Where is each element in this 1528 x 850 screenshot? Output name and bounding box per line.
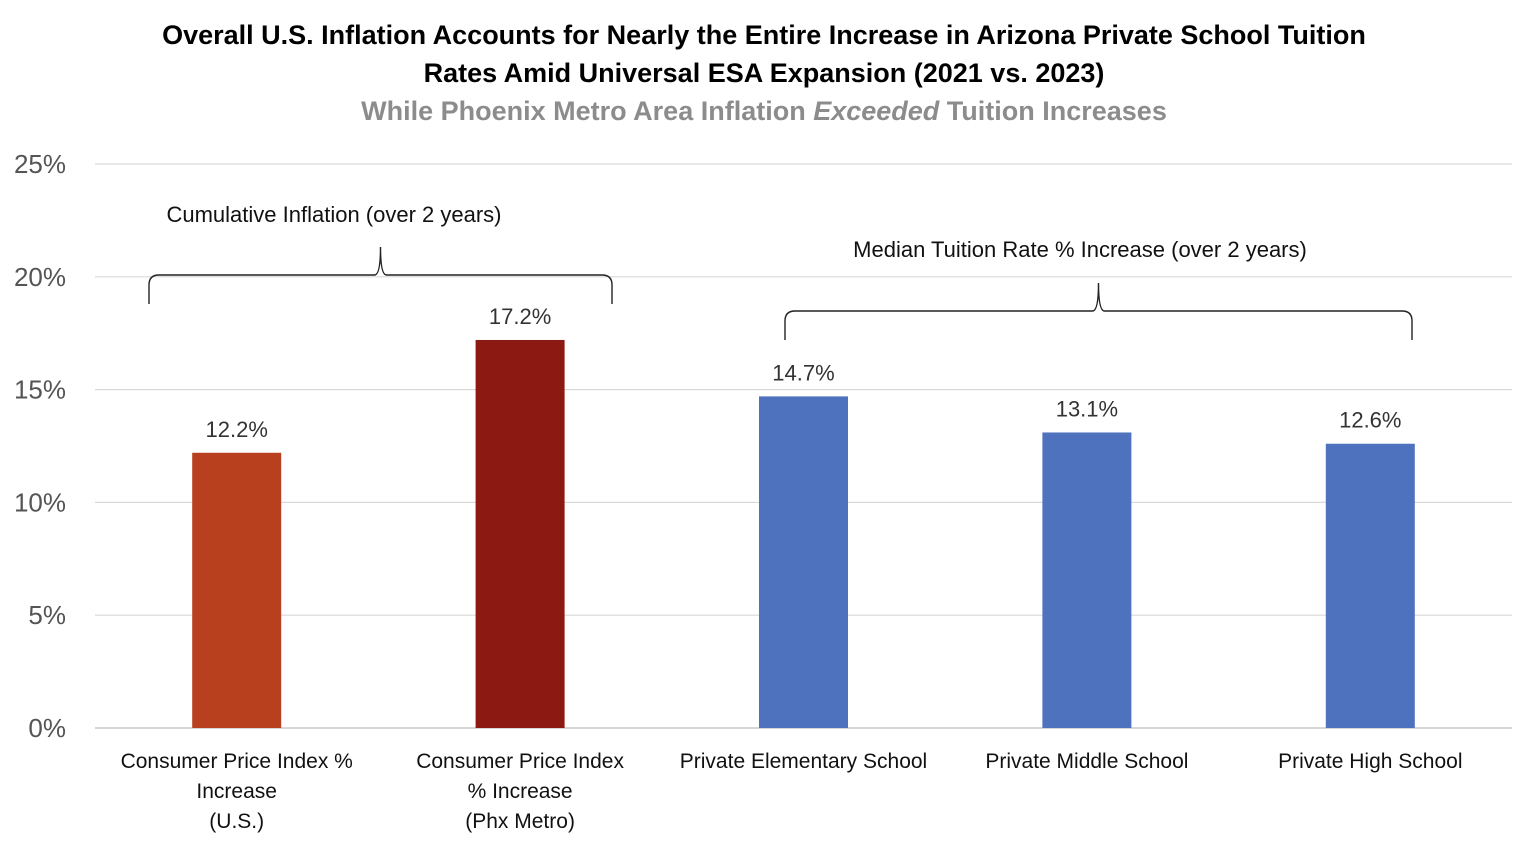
bar: [1325, 443, 1415, 728]
group-label: Median Tuition Rate % Increase (over 2 y…: [853, 237, 1307, 262]
bar: [759, 396, 848, 728]
y-tick-label: 15%: [14, 375, 66, 405]
x-tick-label: Private Elementary School: [680, 750, 927, 773]
data-label: 12.6%: [1339, 408, 1401, 433]
x-tick-label: Increase: [196, 780, 277, 803]
data-label: 12.2%: [206, 417, 268, 442]
group-brace: [784, 282, 1413, 340]
x-tick-label: Consumer Price Index %: [121, 750, 353, 773]
group-label: Cumulative Inflation (over 2 years): [166, 202, 501, 227]
data-label: 14.7%: [772, 360, 834, 385]
subtitle-before: While Phoenix Metro Area Inflation: [361, 96, 814, 126]
data-label: 13.1%: [1056, 396, 1118, 421]
x-tick-label: Private High School: [1278, 750, 1462, 773]
y-tick-label: 20%: [14, 262, 66, 292]
chart-subtitle: While Phoenix Metro Area Inflation Excee…: [0, 96, 1528, 127]
x-tick-label: Private Middle School: [985, 750, 1188, 773]
y-tick-label: 0%: [28, 713, 66, 743]
subtitle-after: Tuition Increases: [939, 96, 1167, 126]
subtitle-emphasis: Exceeded: [813, 96, 940, 126]
chart-title-line-2: Rates Amid Universal ESA Expansion (2021…: [423, 58, 1105, 88]
bar: [1042, 432, 1132, 728]
chart-title-line-1: Overall U.S. Inflation Accounts for Near…: [162, 20, 1366, 50]
y-tick-label: 25%: [14, 149, 66, 179]
y-tick-label: 5%: [28, 600, 66, 630]
y-tick-label: 10%: [14, 487, 66, 517]
x-tick-label: (U.S.): [209, 810, 264, 833]
group-brace: [148, 246, 613, 304]
x-tick-label: Consumer Price Index: [416, 750, 624, 773]
x-tick-label: % Increase: [468, 780, 573, 803]
bar: [475, 339, 565, 728]
data-label: 17.2%: [489, 304, 551, 329]
x-tick-label: (Phx Metro): [465, 810, 575, 833]
bar: [192, 452, 282, 728]
